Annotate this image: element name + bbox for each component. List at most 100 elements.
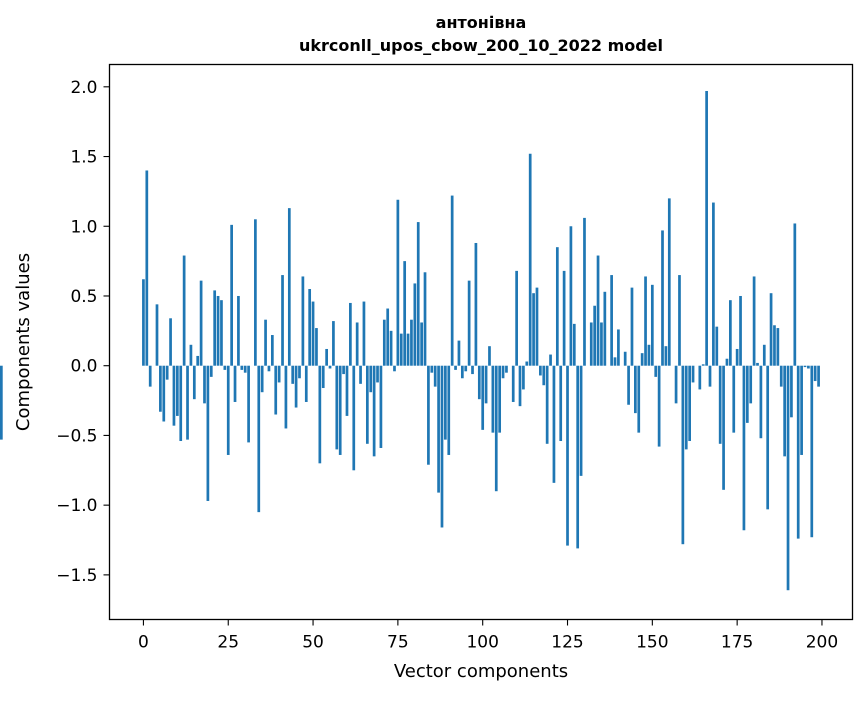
bar-98 — [475, 243, 478, 366]
bar-151 — [654, 366, 657, 377]
bar-100 — [481, 366, 484, 430]
bar-62 — [352, 366, 355, 471]
bar-39 — [274, 366, 277, 415]
bar-109 — [512, 366, 515, 402]
bar-81 — [417, 222, 420, 366]
y-tick-label: 1.0 — [70, 217, 97, 237]
bar-103 — [492, 366, 495, 433]
bar-104 — [495, 366, 498, 492]
bar-130 — [583, 218, 586, 366]
bar-119 — [546, 366, 549, 444]
bar-159 — [682, 366, 685, 544]
bar-2 — [149, 366, 152, 387]
bar-99 — [478, 366, 481, 399]
bar-164 — [698, 366, 701, 390]
bar-36 — [264, 320, 267, 366]
bar-110 — [515, 271, 518, 366]
bar-7 — [166, 366, 169, 380]
bar-191 — [790, 366, 793, 418]
x-tick-label: 50 — [302, 633, 324, 653]
bar-125 — [566, 366, 569, 546]
bar-187 — [777, 328, 780, 366]
bar-10 — [176, 366, 179, 416]
bar-48 — [305, 366, 308, 402]
bar-132 — [590, 322, 593, 365]
bar-86 — [434, 366, 437, 387]
bar-35 — [261, 366, 264, 392]
bar-142 — [624, 352, 627, 366]
bar-128 — [576, 366, 579, 549]
bar-167 — [709, 366, 712, 387]
bar-12 — [183, 256, 186, 366]
bar-37 — [268, 366, 271, 372]
bar-102 — [488, 346, 491, 366]
bar-174 — [732, 366, 735, 433]
bar-28 — [237, 296, 240, 366]
bar-165 — [702, 364, 705, 365]
bar-183 — [763, 345, 766, 366]
x-tick-label: 25 — [217, 633, 239, 653]
bar-41 — [281, 275, 284, 366]
bar-198 — [814, 366, 817, 381]
bar-162 — [692, 366, 695, 383]
bar-49 — [308, 289, 311, 366]
bar-180 — [753, 276, 756, 365]
bar-11 — [179, 366, 182, 441]
bar-176 — [739, 296, 742, 366]
bar-23 — [220, 300, 223, 366]
bar-193 — [797, 366, 800, 539]
bar-8 — [169, 318, 172, 365]
bar-143 — [627, 366, 630, 405]
bar-73 — [390, 331, 393, 366]
bar-157 — [675, 366, 678, 404]
bar-192 — [793, 223, 796, 365]
y-tick-label: 0.5 — [70, 287, 97, 307]
bar-169 — [715, 327, 718, 366]
bar-181 — [756, 363, 759, 366]
bar-160 — [685, 366, 688, 450]
bar-133 — [593, 306, 596, 366]
bar-129 — [580, 366, 583, 476]
bar-147 — [641, 353, 644, 366]
bar-21 — [213, 290, 216, 365]
bar-5 — [159, 366, 162, 412]
bar-57 — [335, 366, 338, 450]
bar-148 — [644, 276, 647, 365]
bar-117 — [539, 366, 542, 376]
bar-79 — [410, 320, 413, 366]
bar-63 — [356, 322, 359, 365]
bar-140 — [617, 329, 620, 365]
bar-105 — [498, 366, 501, 433]
bar-34 — [257, 366, 260, 512]
bar-188 — [780, 366, 783, 387]
bar-112 — [522, 366, 525, 390]
bar-149 — [648, 345, 651, 366]
bar-106 — [502, 366, 505, 379]
bar-15 — [193, 366, 196, 399]
bar-69 — [376, 366, 379, 383]
bar-77 — [403, 261, 406, 366]
bar-6 — [162, 366, 165, 422]
bar-64 — [359, 366, 362, 384]
bar-173 — [729, 300, 732, 366]
bar-95 — [464, 366, 467, 372]
bar-182 — [760, 366, 763, 439]
bar-97 — [471, 366, 474, 374]
bar-90 — [447, 366, 450, 455]
bar-22 — [217, 296, 220, 366]
bar-18 — [203, 366, 206, 404]
x-tick-label: 0 — [138, 633, 149, 653]
bar-153 — [661, 230, 664, 365]
x-tick-label: 125 — [551, 633, 583, 653]
bar-175 — [736, 349, 739, 366]
y-tick-label: −1.0 — [56, 496, 97, 516]
bar-30 — [244, 366, 247, 373]
bar-107 — [505, 366, 508, 373]
bar-60 — [346, 366, 349, 416]
bar-66 — [366, 366, 369, 444]
chart-title: антонівна — [436, 13, 527, 32]
bar-65 — [363, 302, 366, 366]
x-axis-label: Vector components — [394, 661, 568, 682]
bar-116 — [536, 288, 539, 366]
